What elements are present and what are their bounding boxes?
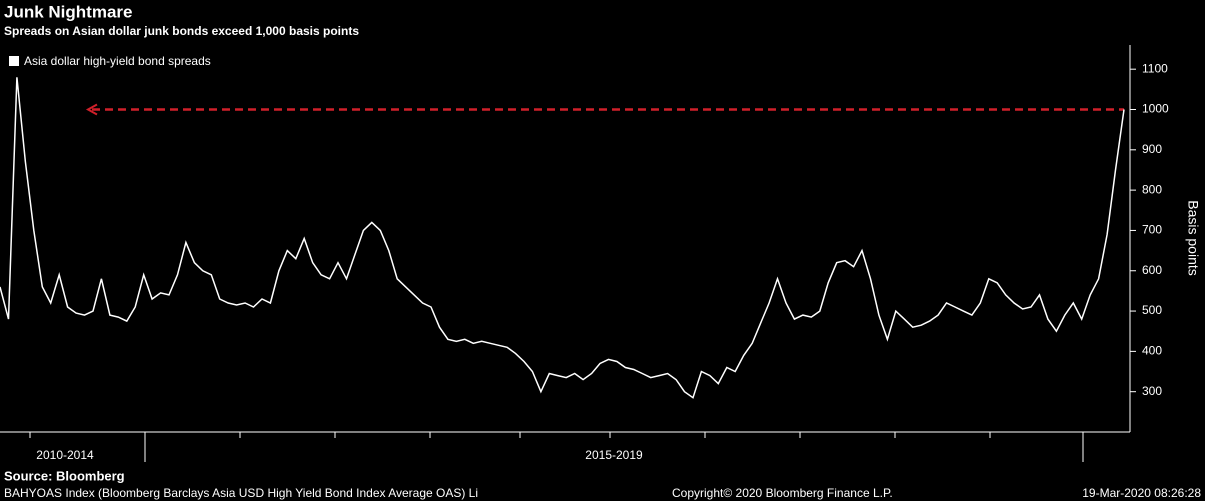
- series-line: [0, 77, 1125, 399]
- source: Source: Bloomberg: [4, 468, 125, 483]
- period-label: 2010-2014: [36, 448, 94, 462]
- y-tick-label: 500: [1142, 303, 1162, 317]
- chart-subtitle: Spreads on Asian dollar junk bonds excee…: [4, 24, 359, 38]
- chart-title: Junk Nightmare: [4, 2, 132, 21]
- y-axis-label: Basis points: [1185, 200, 1201, 275]
- reference-arrow: [85, 103, 98, 116]
- date-stamp: 19-Mar-2020 08:26:28: [1082, 486, 1201, 500]
- copyright: Copyright© 2020 Bloomberg Finance L.P.: [672, 486, 893, 500]
- y-tick-label: 1100: [1142, 61, 1168, 75]
- y-tick-label: 600: [1142, 263, 1162, 277]
- period-label: 2015-2019: [585, 448, 643, 462]
- y-tick-label: 700: [1142, 223, 1162, 237]
- y-tick-label: 300: [1142, 384, 1162, 398]
- y-tick-label: 800: [1142, 182, 1162, 196]
- y-tick-label: 400: [1142, 344, 1162, 358]
- footer-left: BAHYOAS Index (Bloomberg Barclays Asia U…: [4, 486, 478, 500]
- y-tick-label: 900: [1142, 142, 1162, 156]
- y-tick-label: 1000: [1142, 102, 1169, 116]
- legend-label: Asia dollar high-yield bond spreads: [24, 54, 211, 68]
- legend-swatch: [9, 56, 19, 66]
